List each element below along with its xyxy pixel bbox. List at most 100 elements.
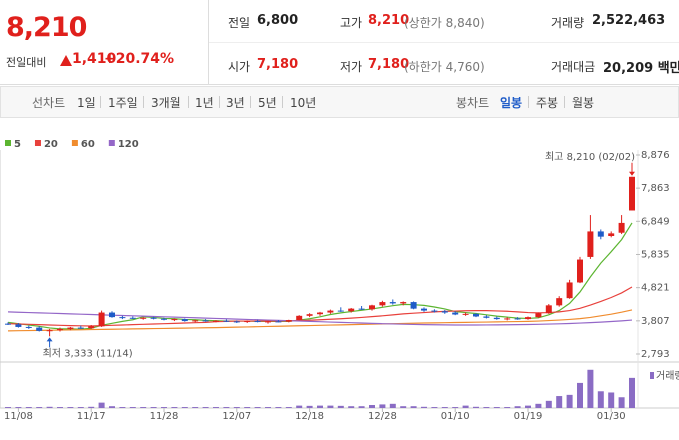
volume-bar <box>629 377 635 408</box>
tab-separator <box>528 96 529 108</box>
x-tick-label: 11/17 <box>77 411 106 422</box>
stat-note: (하한가 4,760) <box>404 60 485 74</box>
tab[interactable]: 1일 <box>77 96 96 110</box>
candle-body <box>317 312 323 315</box>
volume-bar <box>473 406 479 408</box>
candle-body <box>348 308 355 312</box>
annotation-high: 최고 8,210 (02/02) <box>545 151 635 163</box>
volume-bar <box>483 407 490 408</box>
candle-body <box>213 320 219 322</box>
tab[interactable]: 10년 <box>290 96 317 110</box>
candle-body <box>275 321 282 323</box>
volume-bar <box>535 403 542 408</box>
stat-value: 8,210 <box>368 13 410 28</box>
candle-body <box>150 317 157 319</box>
stat-value: 7,180 <box>257 57 299 72</box>
candle-body <box>36 327 43 331</box>
volume-bar <box>265 407 271 408</box>
volume-bar <box>441 407 448 408</box>
volume-bar <box>379 404 386 408</box>
candle-body <box>98 312 105 327</box>
chart: 8,876 7,863 6,849 5,835 4,821 3,807 2,793 5 20 60… <box>0 139 679 422</box>
candle-body <box>223 320 230 322</box>
candle-body <box>566 282 573 299</box>
tab-separator <box>564 96 565 108</box>
volume-bar <box>181 407 188 408</box>
ma-line <box>7 286 633 327</box>
tab-separator <box>188 96 189 108</box>
tab-group-label: 봉차트 <box>456 96 490 110</box>
y-tick-label: 3,807 <box>641 316 670 327</box>
candle-body <box>88 326 95 329</box>
tab[interactable]: 주봉 <box>536 96 559 110</box>
y-tick-label: 6,849 <box>641 216 670 227</box>
candle-body <box>296 315 303 321</box>
volume-bar <box>98 402 105 408</box>
volume-bar <box>109 406 115 408</box>
candle-body <box>587 231 594 257</box>
volume-bar <box>57 407 63 408</box>
candle-body <box>545 305 552 314</box>
volume-label: 거래량 <box>656 370 679 382</box>
tab[interactable]: 3년 <box>226 96 245 110</box>
candle-body <box>493 317 500 320</box>
volume-bar <box>577 382 583 408</box>
stat-label: 저가 <box>340 60 363 74</box>
legend-label: 60 <box>81 139 95 150</box>
candle-body <box>535 313 542 318</box>
candle-body <box>265 321 271 323</box>
ma-line <box>7 309 633 332</box>
candle-body <box>525 317 531 320</box>
candle-body <box>327 310 334 313</box>
y-tick-label: 7,863 <box>641 183 670 194</box>
tab-separator <box>100 96 101 108</box>
y-tick-label: 8,876 <box>641 150 670 161</box>
x-tick-label: 12/28 <box>368 411 397 422</box>
candle-body <box>306 314 313 316</box>
tab-group-label: 선차트 <box>32 96 66 110</box>
volume-bar <box>25 407 32 408</box>
candle-body <box>181 319 188 322</box>
volume-bar <box>317 405 323 408</box>
volume-bar <box>161 407 167 408</box>
volume-bar <box>254 407 261 408</box>
y-tick-label: 2,793 <box>641 349 670 360</box>
candle-body <box>597 231 604 237</box>
tab-separator <box>219 96 220 108</box>
stat-label: 거래량 <box>551 16 585 30</box>
candle-body <box>46 330 53 332</box>
tab[interactable]: 월봉 <box>572 96 595 110</box>
tab[interactable]: 3개월 <box>151 96 181 110</box>
up-icon <box>60 55 72 66</box>
volume-bar <box>285 407 292 408</box>
volume-bar <box>556 396 563 408</box>
volume-bar <box>504 407 511 408</box>
volume-bar <box>421 406 427 408</box>
candle-body <box>233 321 240 323</box>
tab-selected[interactable]: 일봉 <box>500 96 523 110</box>
candle-body <box>462 313 469 315</box>
legend-label: 120 <box>118 139 139 150</box>
candle-body <box>369 305 375 310</box>
candle-body <box>171 319 178 321</box>
volume-bar <box>77 407 84 408</box>
candle-body <box>514 318 521 320</box>
tab[interactable]: 1년 <box>195 96 214 110</box>
candle-body <box>431 310 438 312</box>
volume-bar <box>514 406 521 408</box>
volume-bar <box>36 407 43 408</box>
tab[interactable]: 1주일 <box>108 96 138 110</box>
tab[interactable]: 5년 <box>258 96 277 110</box>
candle-body <box>202 320 209 322</box>
volume-bar <box>389 403 396 408</box>
candle-body <box>140 317 147 319</box>
volume-bar <box>15 407 22 408</box>
candle-body <box>109 312 115 318</box>
stat-label: 고가 <box>340 16 363 30</box>
x-tick-label: 01/10 <box>441 411 470 422</box>
legend-label: 5 <box>14 139 21 150</box>
candle-body <box>358 308 365 310</box>
volume-bar <box>348 406 355 408</box>
volume-bar <box>327 405 334 408</box>
